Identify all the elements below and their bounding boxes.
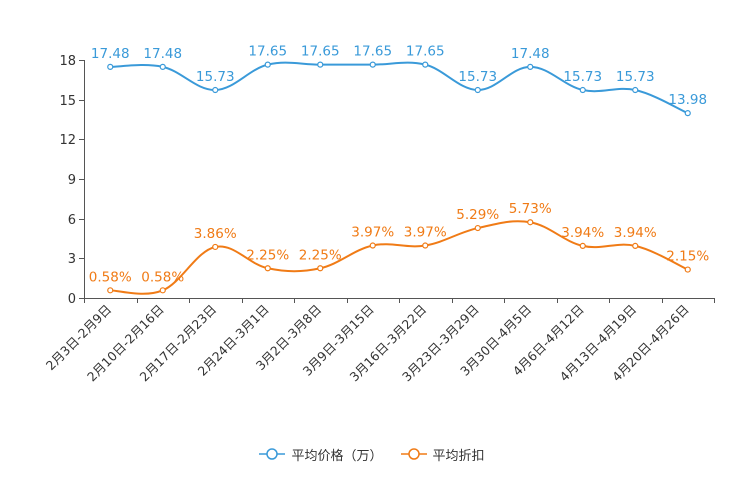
data-label: 0.58%	[89, 269, 132, 285]
y-tick-label: 0	[68, 292, 76, 307]
data-point[interactable]	[264, 61, 271, 68]
data-label: 17.65	[248, 44, 287, 60]
legend-discount-label: 平均折扣	[432, 448, 485, 464]
data-point[interactable]	[684, 266, 691, 273]
data-point[interactable]	[369, 242, 376, 249]
data-point[interactable]	[159, 63, 166, 70]
legend-discount-marker-icon	[400, 448, 427, 460]
data-label: 2.25%	[246, 247, 289, 263]
data-point[interactable]	[317, 265, 324, 272]
data-point[interactable]	[212, 86, 219, 94]
y-tick-label: 6	[68, 213, 76, 228]
data-point[interactable]	[684, 110, 691, 117]
data-point[interactable]	[159, 287, 166, 294]
y-tick-label: 12	[59, 133, 76, 148]
data-point[interactable]	[579, 242, 586, 250]
legend-price-label: 平均价格（万）	[291, 448, 383, 464]
data-label: 3.97%	[351, 225, 394, 241]
data-point[interactable]	[474, 86, 481, 94]
data-label: 0.58%	[141, 269, 184, 285]
data-label: 2.15%	[666, 249, 709, 265]
y-tick-label: 3	[68, 252, 76, 267]
data-label: 17.48	[511, 46, 550, 62]
y-tick-label: 18	[59, 54, 76, 69]
data-point[interactable]	[317, 61, 324, 68]
data-label: 17.48	[143, 46, 182, 62]
legend-item-price[interactable]: 平均价格（万）	[259, 445, 383, 464]
data-point[interactable]	[579, 86, 586, 94]
data-point[interactable]	[632, 242, 639, 250]
y-tick-label: 9	[68, 173, 76, 188]
legend: 平均价格（万） 平均折扣	[0, 444, 744, 464]
legend-price-marker-icon	[259, 448, 286, 460]
data-point[interactable]	[107, 63, 114, 70]
data-label: 5.29%	[456, 207, 499, 223]
x-axis-ticks: 2月3日-2月9日2月10日-2月16日2月17日-2月23日2月24日-3月1…	[43, 298, 715, 384]
data-point[interactable]	[474, 224, 481, 232]
data-point[interactable]	[422, 61, 429, 68]
series-line	[110, 61, 689, 115]
data-point[interactable]	[264, 265, 271, 272]
data-label: 3.86%	[194, 226, 237, 242]
series-layer: 17.48 17.48 15.73 17.65 17.65 17.65 17.65 15.73…	[89, 44, 709, 295]
data-point[interactable]	[632, 86, 639, 94]
data-label: 17.65	[353, 44, 392, 60]
data-label: 15.73	[563, 69, 602, 85]
y-tick-label: 15	[59, 94, 76, 109]
legend-item-discount[interactable]: 平均折扣	[400, 445, 485, 464]
series-0: 17.48 17.48 15.73 17.65 17.65 17.65 17.65 15.73…	[91, 44, 707, 117]
data-label: 15.73	[616, 69, 655, 85]
data-label: 3.97%	[404, 225, 447, 241]
data-point[interactable]	[369, 61, 376, 68]
data-point[interactable]	[212, 243, 219, 251]
data-point[interactable]	[527, 219, 534, 226]
data-label: 17.48	[91, 46, 130, 62]
data-point[interactable]	[527, 63, 534, 70]
y-axis-ticks: 0 3 6 9 12 15 18	[59, 54, 84, 307]
data-label: 3.94%	[614, 225, 657, 241]
data-label: 5.73%	[509, 201, 552, 217]
data-point[interactable]	[422, 242, 429, 249]
data-label: 17.65	[301, 44, 340, 60]
data-label: 3.94%	[561, 225, 604, 241]
data-label: 15.73	[458, 69, 497, 85]
data-label: 13.98	[668, 92, 707, 108]
data-label: 17.65	[406, 44, 445, 60]
data-point[interactable]	[107, 287, 114, 294]
data-label: 2.25%	[299, 247, 342, 263]
series-1: 0.58% 0.58% 3.86% 2.25% 2.25% 3.97% 3.97% 5.29%…	[89, 201, 709, 295]
data-label: 15.73	[196, 69, 235, 85]
